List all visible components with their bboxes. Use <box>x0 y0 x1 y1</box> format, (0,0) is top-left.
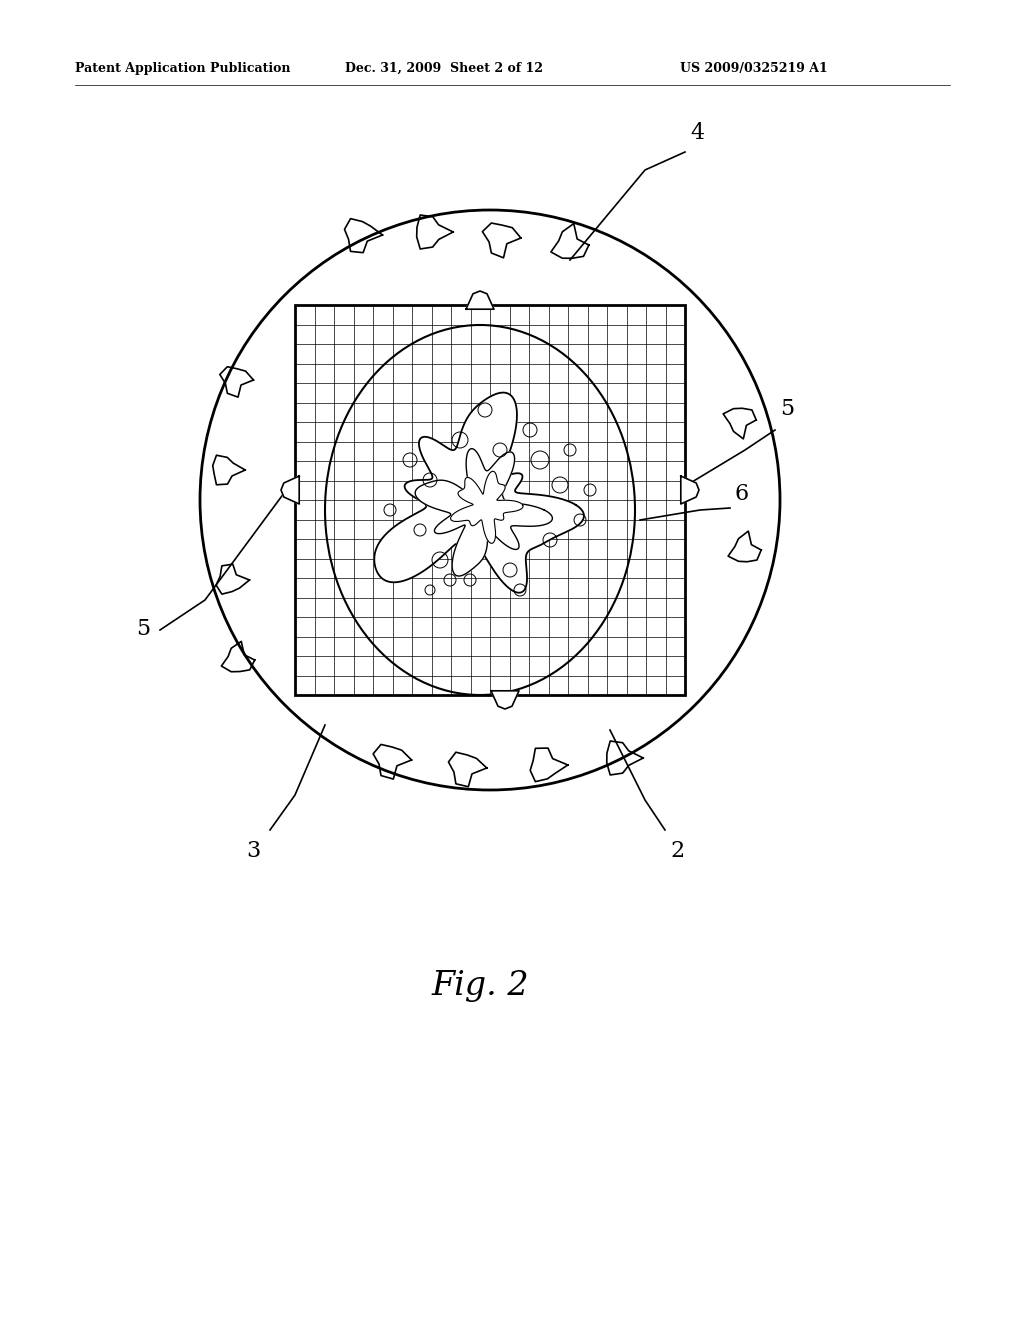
Text: US 2009/0325219 A1: US 2009/0325219 A1 <box>680 62 827 75</box>
Polygon shape <box>451 471 523 544</box>
Polygon shape <box>417 215 454 249</box>
Polygon shape <box>681 477 699 504</box>
Polygon shape <box>281 477 299 504</box>
Text: Dec. 31, 2009  Sheet 2 of 12: Dec. 31, 2009 Sheet 2 of 12 <box>345 62 543 75</box>
Text: 5: 5 <box>780 399 795 420</box>
Text: Patent Application Publication: Patent Application Publication <box>75 62 291 75</box>
Polygon shape <box>220 367 254 397</box>
Polygon shape <box>216 564 250 594</box>
Polygon shape <box>449 752 486 787</box>
Polygon shape <box>607 741 643 775</box>
Text: 6: 6 <box>735 483 750 506</box>
Polygon shape <box>344 219 383 252</box>
Polygon shape <box>373 744 412 779</box>
Polygon shape <box>466 290 494 309</box>
Text: 3: 3 <box>246 840 260 862</box>
Polygon shape <box>415 449 552 576</box>
Polygon shape <box>530 748 568 781</box>
Polygon shape <box>728 531 761 562</box>
Text: 5: 5 <box>136 618 150 640</box>
Bar <box>295 305 685 696</box>
Polygon shape <box>482 223 521 257</box>
Polygon shape <box>213 455 245 484</box>
Polygon shape <box>551 223 589 259</box>
Polygon shape <box>221 642 255 672</box>
Polygon shape <box>374 392 584 593</box>
Polygon shape <box>723 408 756 438</box>
Text: 2: 2 <box>670 840 684 862</box>
Polygon shape <box>490 690 519 709</box>
Text: 4: 4 <box>690 121 705 144</box>
Text: Fig. 2: Fig. 2 <box>431 970 528 1002</box>
